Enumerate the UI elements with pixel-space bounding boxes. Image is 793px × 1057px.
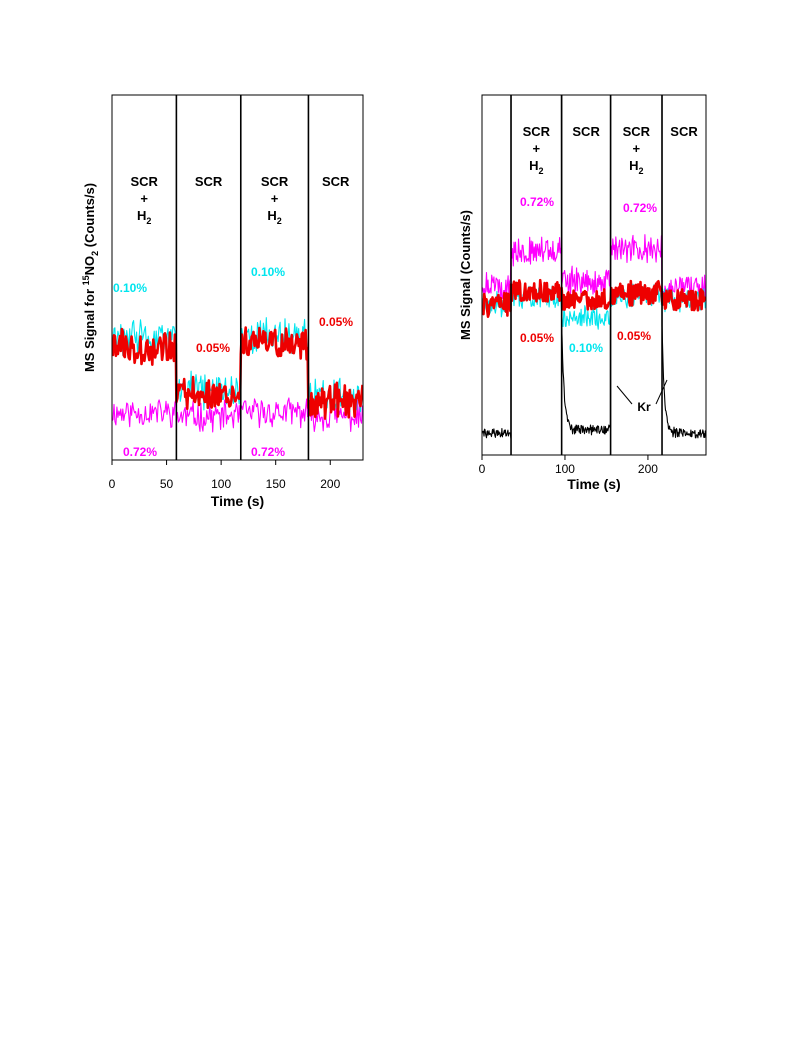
series-annotation: 0.10% xyxy=(251,265,285,279)
series-annotation: Kr xyxy=(637,400,651,414)
region-label: H2 xyxy=(629,158,643,176)
region-label: SCR xyxy=(130,174,158,189)
region-label: SCR xyxy=(322,174,350,189)
right-chart: 0 100 200 SCR + H2 SCR SCR + H2 SCR 0.72% 0.72% 0.05%… xyxy=(458,94,707,492)
series-annotation: 0.05% xyxy=(520,331,554,345)
region-label: H2 xyxy=(529,158,543,176)
y-axis-label: MS Signal (Counts/s) xyxy=(458,210,473,340)
region-label: + xyxy=(271,191,279,206)
series-annotation: 0.72% xyxy=(623,201,657,215)
x-tick-label: 50 xyxy=(160,477,174,491)
x-axis-label: Time (s) xyxy=(567,476,620,492)
region-label: + xyxy=(633,141,641,156)
series-line-1 xyxy=(112,317,363,413)
x-axis-label: Time (s) xyxy=(211,493,264,509)
series-annotation: 0.10% xyxy=(569,341,603,355)
series-line-2 xyxy=(112,326,363,420)
x-tick-label: 0 xyxy=(109,477,116,491)
region-label: + xyxy=(533,141,541,156)
region-label: SCR xyxy=(572,124,600,139)
y-axis-label: MS Signal for 15NO2 (Counts/s) xyxy=(81,183,100,372)
plot-frame xyxy=(111,94,364,461)
kr-leader-line-1 xyxy=(655,379,668,405)
series-annotation: 0.05% xyxy=(196,341,230,355)
series-group xyxy=(112,317,363,433)
series-annotation: 0.72% xyxy=(123,445,157,459)
region-label: + xyxy=(140,191,148,206)
region-label: SCR xyxy=(623,124,651,139)
series-annotation: 0.05% xyxy=(617,329,651,343)
region-label: SCR xyxy=(523,124,551,139)
region-label: H2 xyxy=(137,208,151,226)
x-tick-label: 100 xyxy=(211,477,231,491)
region-label: SCR xyxy=(261,174,289,189)
x-tick-label: 200 xyxy=(320,477,340,491)
series-annotation: 0.72% xyxy=(251,445,285,459)
series-annotation: 0.72% xyxy=(520,195,554,209)
x-tick-label: 200 xyxy=(638,462,658,476)
series-line-0 xyxy=(112,397,363,433)
region-label: H2 xyxy=(267,208,281,226)
series-group xyxy=(482,95,706,439)
series-line-3 xyxy=(482,278,706,318)
series-annotation: 0.10% xyxy=(113,281,147,295)
series-line-0 xyxy=(482,95,706,439)
plot-frame xyxy=(481,94,707,456)
series-line-2 xyxy=(482,283,706,330)
kr-leader-line-0 xyxy=(616,385,633,405)
x-tick-label: 0 xyxy=(479,462,486,476)
region-label: SCR xyxy=(670,124,698,139)
x-tick-label: 100 xyxy=(555,462,575,476)
left-chart: 0 50 100 150 200 SCR + H2 SCR SCR + H2 SCR 0.10% 0.05%… xyxy=(81,94,364,509)
series-annotation: 0.05% xyxy=(319,315,353,329)
region-label: SCR xyxy=(195,174,223,189)
x-tick-label: 150 xyxy=(266,477,286,491)
